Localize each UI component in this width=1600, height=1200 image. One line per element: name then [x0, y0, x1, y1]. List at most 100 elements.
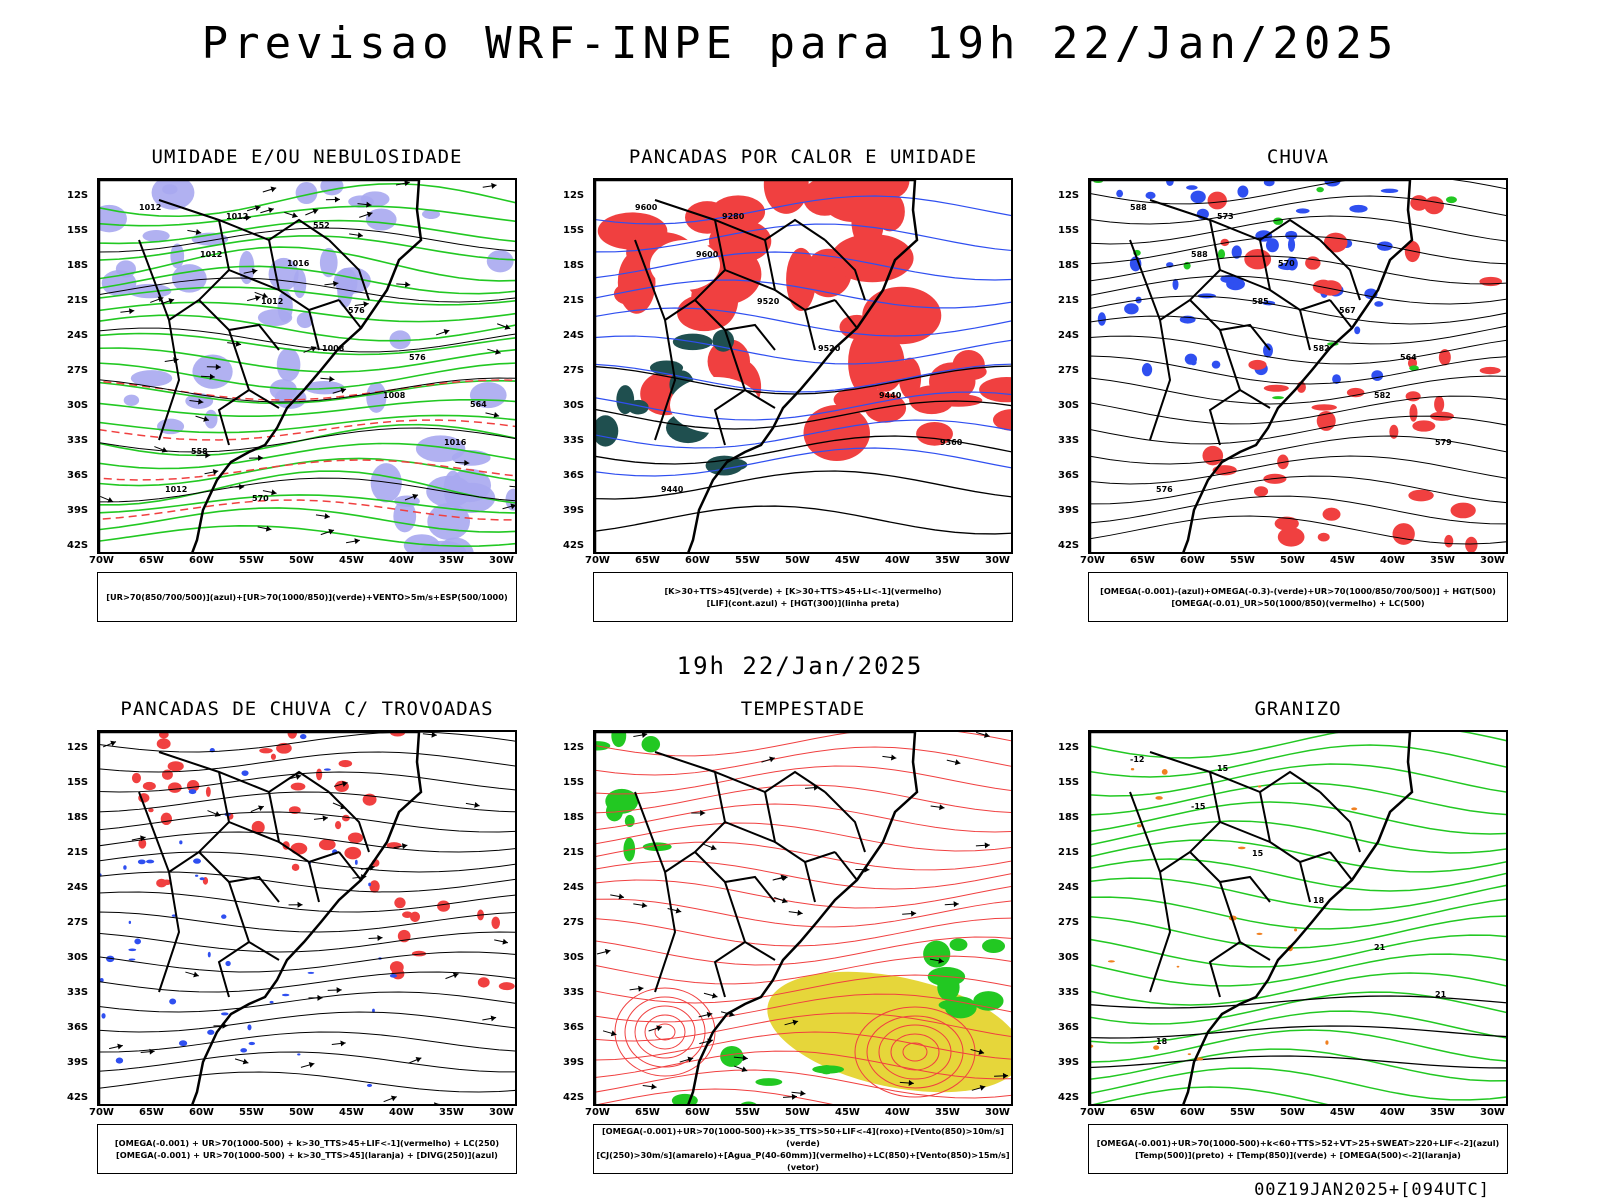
lat-tick-label: 39S — [563, 1057, 585, 1068]
lat-tick-label: 39S — [1058, 1057, 1080, 1068]
streamline-arrow-head — [140, 835, 146, 842]
lat-tick-label: 36S — [1058, 470, 1080, 481]
humidity-blue-area — [365, 208, 397, 231]
precip-water-red-contour — [595, 803, 1011, 833]
omega-blue-area — [1141, 363, 1153, 377]
streamline-arrow-head — [474, 801, 480, 808]
wind850-vector-head — [741, 1066, 748, 1072]
contour-label: 588 — [1130, 203, 1147, 212]
state-border — [338, 299, 362, 329]
streamline-arrow-head — [117, 1043, 123, 1050]
precip-water-red-contour — [595, 993, 1011, 1023]
temp850-green-contour — [1090, 934, 1506, 968]
wind-arrow-head — [412, 493, 418, 500]
thunder-red-area — [251, 820, 265, 834]
wind850-vector-head — [711, 992, 718, 999]
lon-tick-label: 55W — [239, 1107, 264, 1118]
streamline-arrow-head — [149, 1048, 155, 1055]
precip-water-red-contour — [595, 860, 1011, 890]
divergence-blue-dot — [366, 1083, 373, 1087]
wind-arrow-head — [254, 295, 261, 302]
streamline-arrow-head — [110, 740, 117, 747]
wind-arrow-head — [235, 340, 242, 347]
omega-blue-area — [1124, 303, 1139, 315]
instability-green-area — [649, 360, 684, 376]
wind-arrow-head — [493, 411, 500, 418]
state-border — [724, 821, 776, 843]
streamline — [99, 871, 515, 893]
divergence-blue-dot — [178, 1040, 188, 1047]
map-umidade: 1012 1012 1012 1008 1008 1016 1012 1012 1016 576 5… — [97, 178, 517, 554]
streamline-arrow-head — [340, 1040, 346, 1047]
precip-water-red-contour — [595, 841, 1011, 871]
divergence-blue-dot — [134, 938, 142, 945]
legend-line: [OMEGA(-0.001) + UR>70(1000-500) + k>30_… — [116, 1150, 498, 1160]
omega-red-area — [1248, 359, 1267, 370]
streamline — [99, 732, 515, 753]
instability-green-area — [595, 415, 619, 447]
contour-label: 576 — [348, 306, 365, 315]
hgt500-contour — [1090, 195, 1506, 225]
wind-arrow-head — [334, 196, 340, 203]
humidity-blue-area — [469, 382, 507, 409]
wind-arrow-head — [357, 232, 364, 239]
divergence-blue-dot — [128, 958, 136, 961]
wind-arrow-head — [257, 454, 264, 461]
lon-tick-label: 40W — [389, 1107, 414, 1118]
precip-water-red-contour — [595, 1012, 1011, 1042]
streamline — [99, 931, 515, 953]
precip-water-red-contour — [595, 879, 1011, 909]
wind-arrow-head — [265, 525, 272, 532]
lat-tick-label: 36S — [67, 1022, 89, 1033]
omega-blue-area — [1263, 180, 1275, 187]
thunder-red-area — [156, 878, 167, 888]
lon-tick-label: 50W — [785, 1107, 810, 1118]
wind850-vector-head — [769, 756, 775, 763]
state-border — [824, 239, 866, 301]
lat-tick-label: 21S — [563, 295, 585, 306]
humidity-blue-area — [370, 463, 402, 503]
contour-label: 576 — [1156, 485, 1173, 494]
thunder-red-area — [142, 781, 156, 791]
humidity-blue-area — [296, 312, 314, 329]
hgt500-contour — [1090, 415, 1506, 445]
lat-tick-label: 30S — [1058, 400, 1080, 411]
contour-label: 582 — [1374, 391, 1391, 400]
hgt500-contour — [1090, 295, 1506, 325]
lon-tick-label: 65W — [1130, 555, 1155, 566]
legend-trovoadas: [OMEGA(-0.001) + UR>70(1000-500) + k>30_… — [97, 1124, 517, 1174]
wind-arrow-head — [168, 298, 175, 304]
omega-blue-area — [1354, 326, 1361, 335]
hgt500-contour — [1090, 375, 1506, 405]
humidity-green-contour — [99, 507, 515, 533]
streamline — [99, 1031, 515, 1053]
legend-line: [OMEGA(-0.001)-(azul)+OMEGA(-0.3)-(verde… — [1100, 586, 1496, 596]
jet-yellow-area — [767, 971, 1011, 1093]
hgt500-contour — [1090, 275, 1506, 305]
state-border — [764, 791, 836, 864]
omega-red-area — [1207, 191, 1227, 210]
wind-arrow-head — [491, 182, 497, 189]
streamline-arrow-head — [415, 1057, 422, 1063]
streamline-arrow-head — [322, 815, 328, 822]
wind850-vector-head — [954, 759, 961, 766]
pressure-contour — [99, 427, 515, 453]
pressure-contour — [99, 477, 515, 503]
omega-blue-area — [1190, 190, 1206, 204]
precip-water-red-contour — [595, 822, 1011, 852]
divergence-blue-dot — [269, 1000, 274, 1004]
legend-granizo: [OMEGA(-0.001)+UR>70(1000-500)+k<60+TTS>… — [1088, 1124, 1508, 1174]
thunder-red-area — [338, 759, 353, 768]
lon-tick-label: 30W — [1480, 1107, 1505, 1118]
lat-tick-label: 21S — [1058, 295, 1080, 306]
panel-title-granizo: GRANIZO — [1254, 698, 1342, 720]
lon-tick-label: 60W — [685, 555, 710, 566]
low-center-contour — [854, 1006, 976, 1098]
wind-arrow-head — [404, 180, 410, 187]
wind-arrow-head — [366, 211, 373, 218]
temp850-green-contour — [1090, 782, 1506, 816]
wind850-vector-head — [687, 1056, 694, 1063]
wind850-green-area — [671, 1093, 698, 1104]
streamline — [99, 991, 515, 1013]
lat-tick-label: 18S — [67, 260, 89, 271]
